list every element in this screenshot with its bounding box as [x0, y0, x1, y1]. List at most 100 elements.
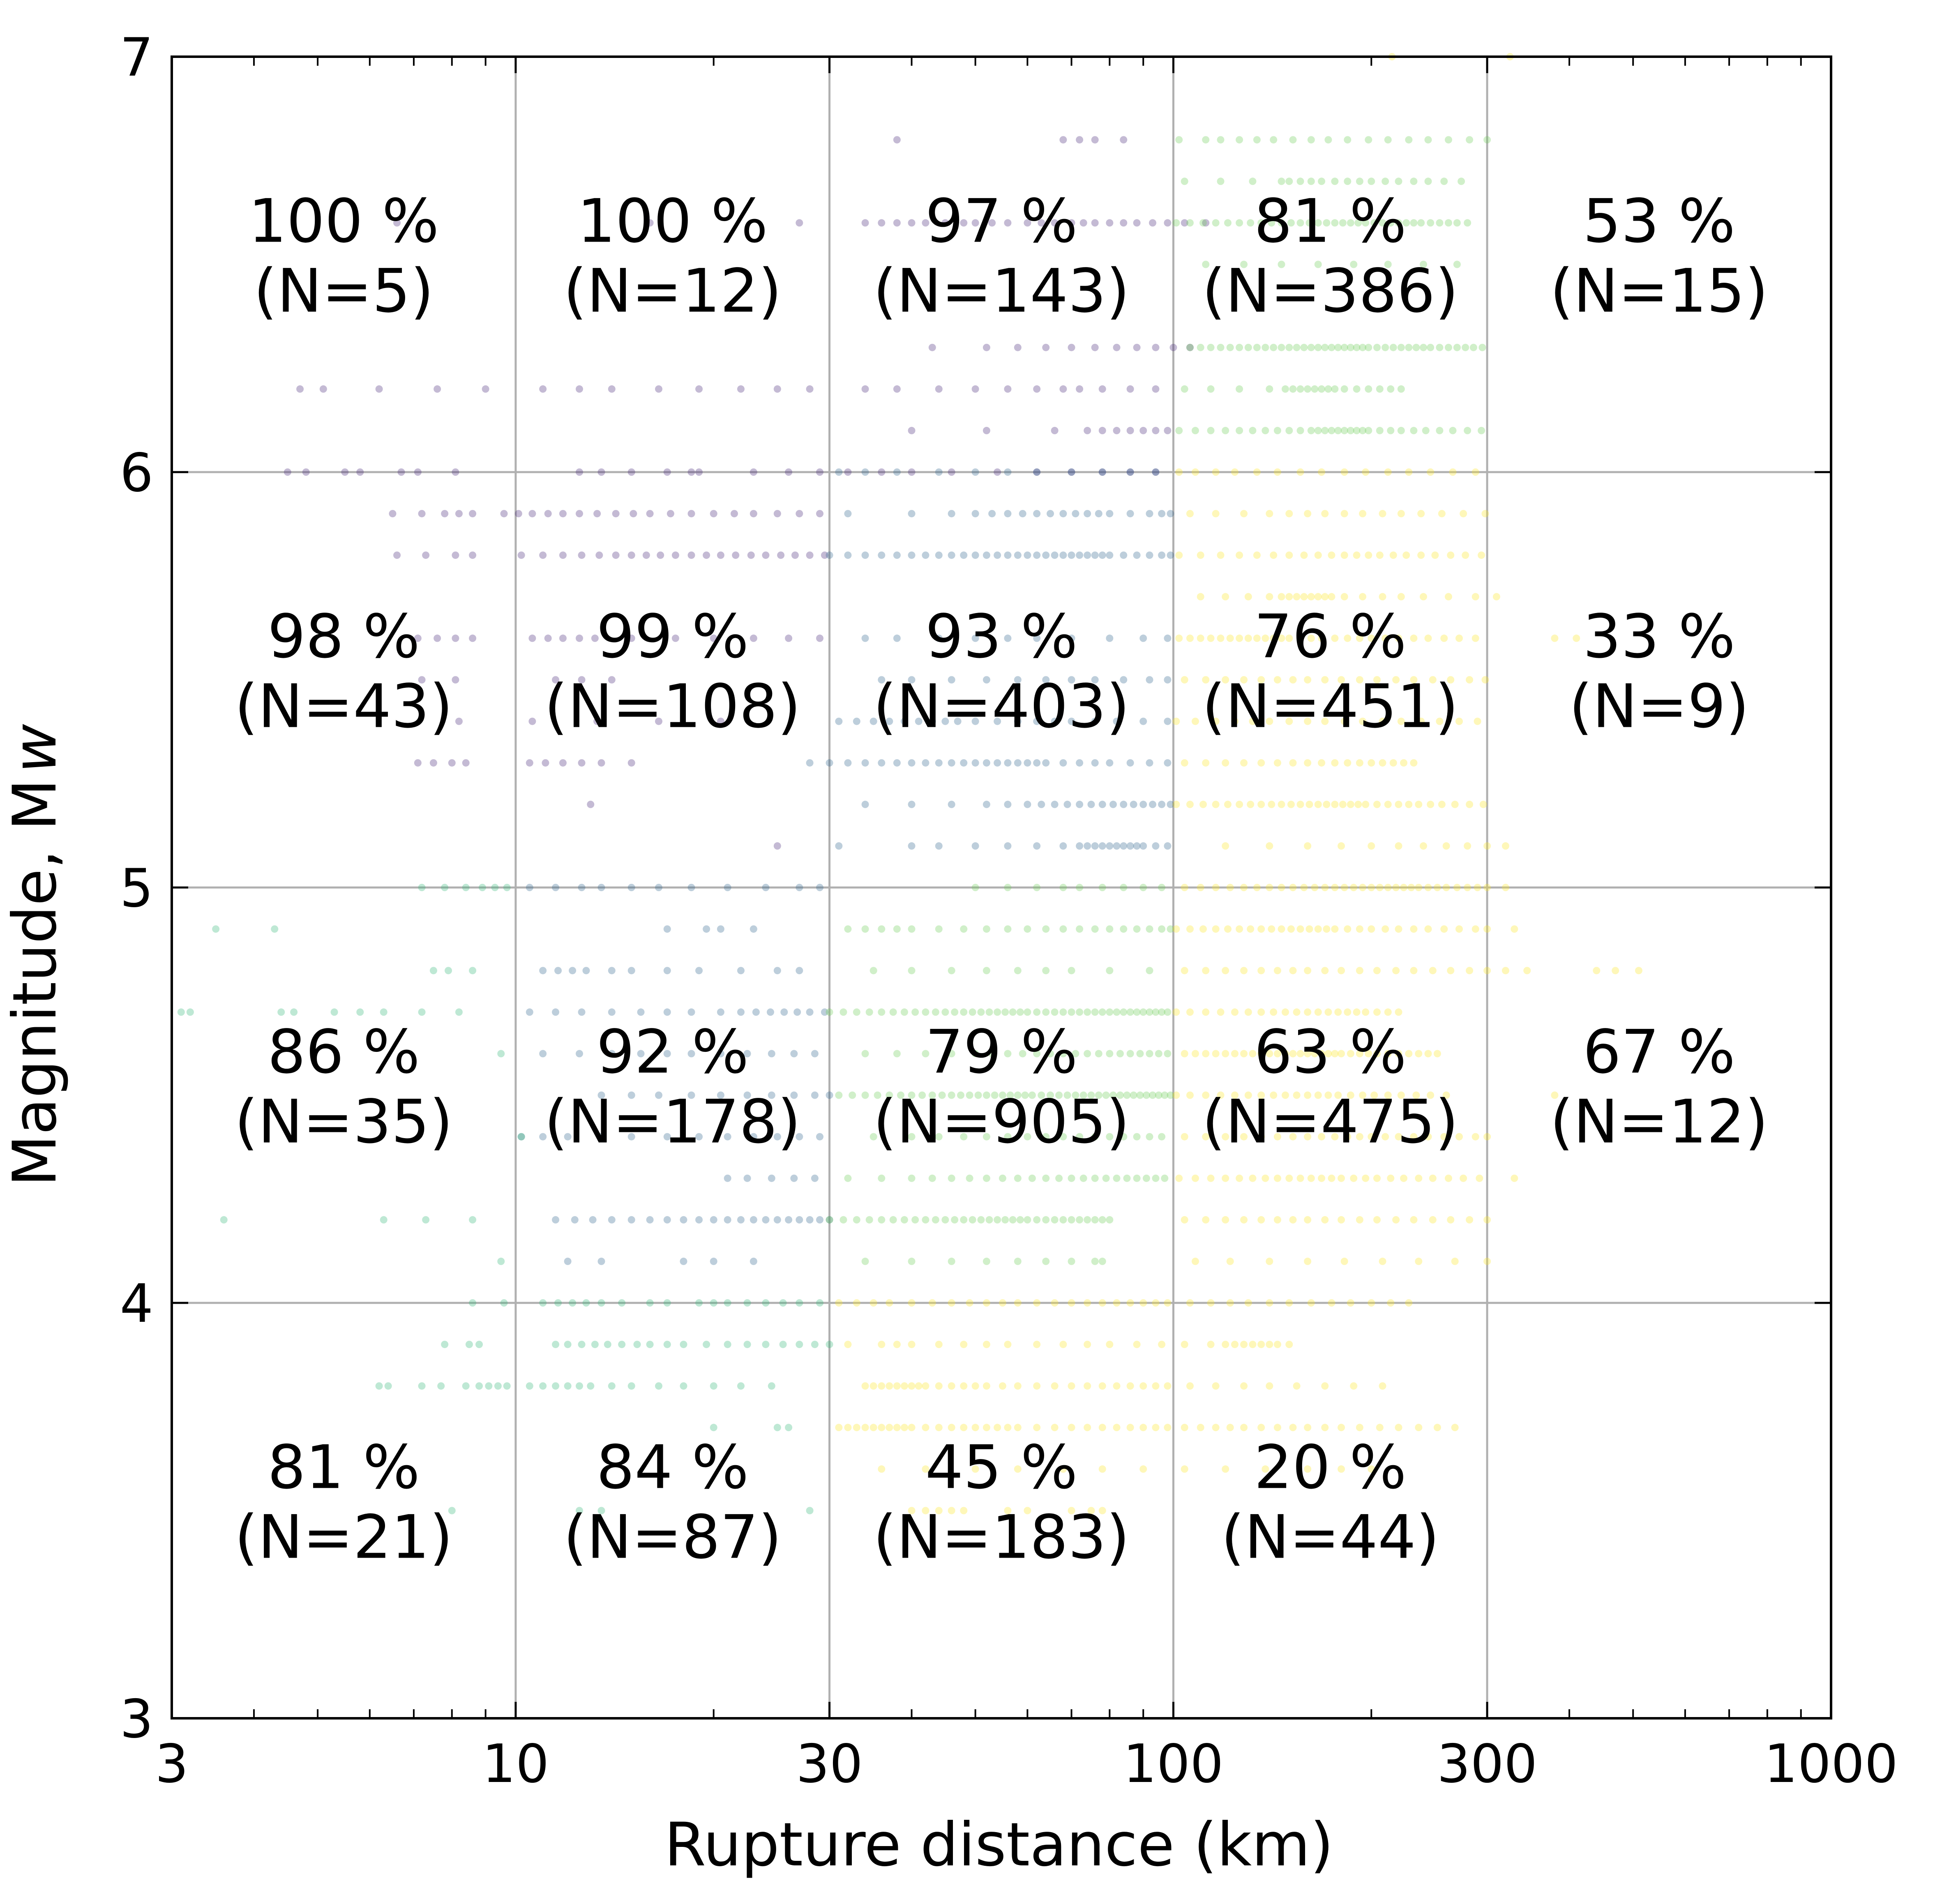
data-point: [671, 634, 679, 642]
data-point: [1079, 219, 1087, 227]
data-point: [1222, 1341, 1229, 1348]
data-point: [671, 551, 679, 559]
data-point: [569, 967, 577, 975]
data-point: [1181, 759, 1188, 767]
data-point: [1004, 759, 1012, 767]
data-point: [1186, 1091, 1194, 1099]
data-point: [587, 800, 595, 808]
cell-count-label: (N=15): [1550, 256, 1768, 326]
data-point: [1191, 1257, 1199, 1265]
data-point: [1095, 1091, 1102, 1099]
data-point: [948, 1424, 955, 1431]
data-point: [1146, 510, 1153, 518]
data-point: [1368, 925, 1375, 933]
data-point: [1395, 1133, 1402, 1141]
data-point: [1321, 884, 1329, 891]
data-point: [1175, 551, 1183, 559]
data-point: [1024, 219, 1031, 227]
data-point: [1123, 1174, 1131, 1182]
data-point: [1424, 884, 1432, 891]
data-point: [1024, 1216, 1031, 1224]
data-point: [1455, 717, 1463, 725]
data-point: [1397, 717, 1405, 725]
data-point: [1091, 1216, 1099, 1224]
data-point: [1091, 759, 1099, 767]
data-point: [908, 219, 916, 227]
data-point: [296, 385, 304, 393]
data-point: [1444, 1174, 1452, 1182]
data-point: [1091, 219, 1099, 227]
data-point: [1328, 426, 1335, 434]
cell-percent-label: 20 %: [1254, 1433, 1407, 1503]
data-point: [1004, 510, 1012, 518]
data-point: [663, 967, 671, 975]
data-point: [571, 1216, 579, 1224]
data-point: [835, 717, 843, 725]
data-point: [853, 1216, 860, 1224]
axis-titles: Rupture distance (km) Magnitude, Mw: [0, 724, 1333, 1880]
data-point: [1240, 1341, 1248, 1348]
data-point: [1289, 759, 1297, 767]
data-point: [1126, 385, 1134, 393]
data-point: [826, 759, 833, 767]
data-point: [1164, 676, 1172, 684]
data-point: [1202, 219, 1210, 227]
data-point: [1266, 1050, 1273, 1058]
data-point: [1304, 967, 1312, 975]
data-point: [971, 884, 979, 891]
data-point: [717, 717, 724, 725]
data-point: [922, 551, 929, 559]
data-point: [1116, 1050, 1124, 1058]
data-point: [1197, 551, 1204, 559]
data-point: [1273, 1341, 1281, 1348]
data-point: [908, 1299, 916, 1307]
data-point: [1091, 1133, 1099, 1141]
data-point: [1304, 759, 1312, 767]
data-point: [1433, 1050, 1441, 1058]
data-point: [915, 717, 923, 725]
data-point: [1296, 1174, 1304, 1182]
data-point: [1146, 551, 1153, 559]
data-point: [932, 1216, 939, 1224]
data-point: [469, 967, 477, 975]
data-point: [1164, 1299, 1172, 1307]
data-point: [1217, 634, 1225, 642]
data-point: [1236, 426, 1243, 434]
data-point: [1024, 925, 1031, 933]
data-point: [1481, 510, 1489, 518]
data-point: [826, 551, 833, 559]
data-point: [1033, 1382, 1041, 1390]
data-point: [448, 759, 456, 767]
data-point: [1273, 759, 1281, 767]
data-point: [1293, 1091, 1301, 1099]
data-point: [1431, 551, 1439, 559]
data-point: [1328, 593, 1335, 601]
data-point: [1307, 136, 1315, 144]
data-point: [1373, 1008, 1381, 1016]
data-point: [1226, 884, 1234, 891]
data-point: [1359, 593, 1367, 601]
data-point: [874, 1091, 881, 1099]
data-point: [341, 468, 349, 476]
data-point: [1397, 385, 1405, 393]
data-point: [1197, 343, 1204, 351]
data-point: [768, 1050, 775, 1058]
data-point: [1389, 343, 1397, 351]
data-point: [1009, 1216, 1017, 1224]
data-point: [1340, 510, 1348, 518]
data-point: [452, 551, 459, 559]
data-point: [1181, 1216, 1188, 1224]
data-point: [1202, 1216, 1210, 1224]
data-point: [1059, 385, 1067, 393]
data-point: [1133, 1133, 1141, 1141]
data-point: [1098, 385, 1106, 393]
data-point: [1353, 385, 1361, 393]
data-point: [1417, 219, 1425, 227]
data-point: [1231, 717, 1239, 725]
data-point: [1231, 1050, 1239, 1058]
data-point: [1212, 925, 1220, 933]
data-point: [1314, 551, 1322, 559]
data-point: [889, 1216, 897, 1224]
data-point: [1266, 1257, 1273, 1265]
